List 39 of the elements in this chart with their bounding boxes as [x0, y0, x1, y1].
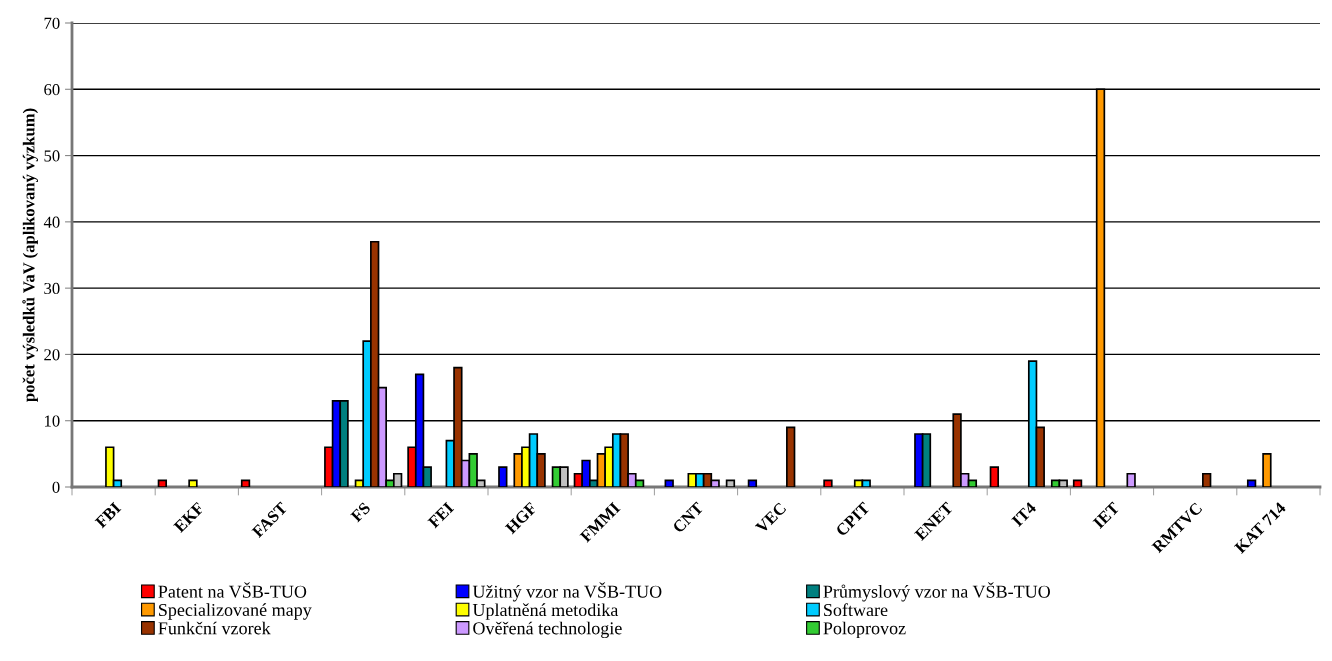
bar	[989, 466, 1000, 487]
bar	[1246, 479, 1257, 487]
bar	[157, 479, 168, 487]
y-tick-label: 20	[44, 349, 60, 361]
bar	[725, 479, 736, 487]
y-tick-label: 70	[44, 17, 60, 29]
bar	[747, 479, 758, 487]
legend-label: Uplatněná metodika	[472, 603, 619, 620]
legend-label: Průmyslový vzor na VŠB-TUO	[823, 582, 1050, 602]
legend-label: Funkční vzorek	[158, 621, 271, 635]
bar	[823, 479, 833, 487]
y-tick-label: 50	[44, 150, 60, 162]
bar	[240, 479, 251, 487]
x-tick-label: IT4	[1011, 501, 1037, 528]
legend-label: Software	[824, 603, 888, 617]
bar	[1126, 472, 1136, 487]
bar	[498, 466, 508, 487]
y-tick-label: 30	[44, 282, 60, 295]
x-tick-label: FS	[350, 501, 371, 523]
bar	[1262, 453, 1272, 487]
x-tick-label: VEC	[754, 502, 787, 534]
y-tick-label: 60	[44, 83, 60, 96]
bar	[664, 479, 674, 487]
y-tick-label: 0	[52, 481, 60, 493]
bar	[188, 479, 198, 487]
x-tick-label: IET	[1092, 501, 1120, 529]
legend-label: Specializované mapy	[159, 603, 312, 620]
legend-label: Poloprovoz	[823, 621, 906, 639]
legend-label: Ověřená technologie	[473, 621, 622, 639]
x-tick-label: FEI	[427, 501, 455, 529]
bar	[786, 426, 796, 487]
x-tick-label: FBI	[94, 501, 122, 529]
bar	[1072, 479, 1083, 487]
bar	[1202, 472, 1212, 487]
legend-label: Patent na VŠB-TUO	[158, 582, 307, 598]
y-tick-label: 40	[43, 216, 60, 228]
y-tick-label: 10	[44, 415, 60, 427]
legend-label: Užitný vzor na VŠB-TUO	[472, 582, 662, 602]
y-axis-title: počet výsledků VaV (aplikovaný výzkum)	[22, 108, 38, 402]
